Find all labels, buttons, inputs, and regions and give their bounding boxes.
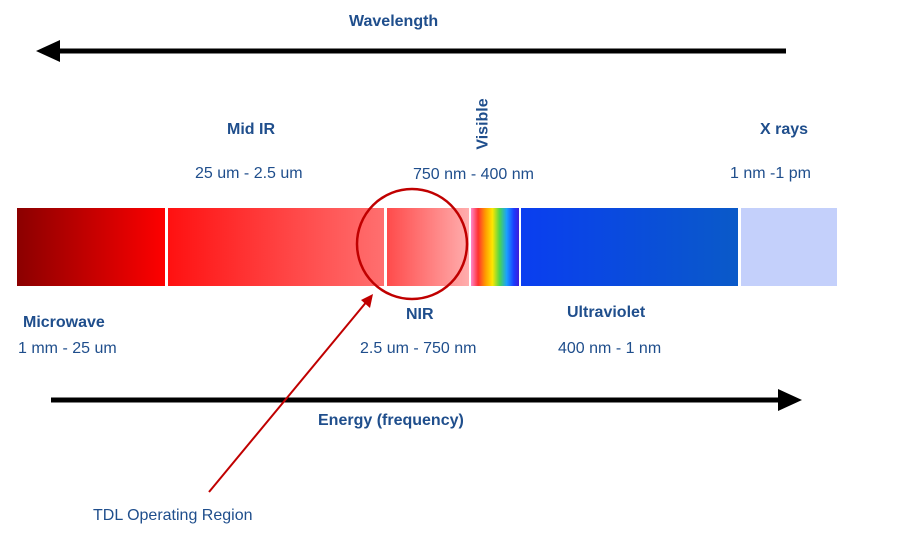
callout-pointer-line	[208, 299, 369, 493]
tdl-region-circle	[355, 187, 469, 301]
ultraviolet-range: 400 nm - 1 nm	[558, 340, 662, 357]
microwave-range: 1 mm - 25 um	[18, 340, 117, 357]
tdl-callout-label: TDL Operating Region	[93, 507, 253, 524]
band-separator	[165, 208, 168, 286]
band-mid-ir	[166, 208, 386, 286]
callout-pointer-head	[361, 294, 373, 308]
nir-range: 2.5 um - 750 nm	[360, 340, 477, 357]
visible-name: Visible	[474, 98, 492, 150]
band-separator	[519, 208, 521, 286]
band-visible	[471, 208, 521, 286]
wavelength-arrow-head	[36, 40, 60, 62]
visible-range: 750 nm - 400 nm	[413, 166, 534, 183]
mid-ir-name: Mid IR	[227, 121, 275, 138]
wavelength-label: Wavelength	[349, 13, 439, 30]
mid-ir-range: 25 um - 2.5 um	[195, 165, 303, 182]
band-separator	[384, 208, 387, 286]
energy-arrow-head	[778, 389, 802, 411]
band-ultraviolet	[521, 208, 740, 286]
x-rays-name: X rays	[760, 121, 809, 138]
nir-name: NIR	[406, 306, 434, 323]
x-rays-range: 1 nm -1 pm	[730, 165, 811, 182]
energy-label: Energy (frequency)	[318, 412, 464, 429]
band-separator	[469, 208, 471, 286]
microwave-name: Microwave	[23, 314, 105, 331]
band-nir	[386, 208, 471, 286]
band-separator	[738, 208, 741, 286]
band-microwave	[17, 208, 166, 286]
ultraviolet-name: Ultraviolet	[567, 304, 646, 321]
band-x-rays	[740, 208, 837, 286]
